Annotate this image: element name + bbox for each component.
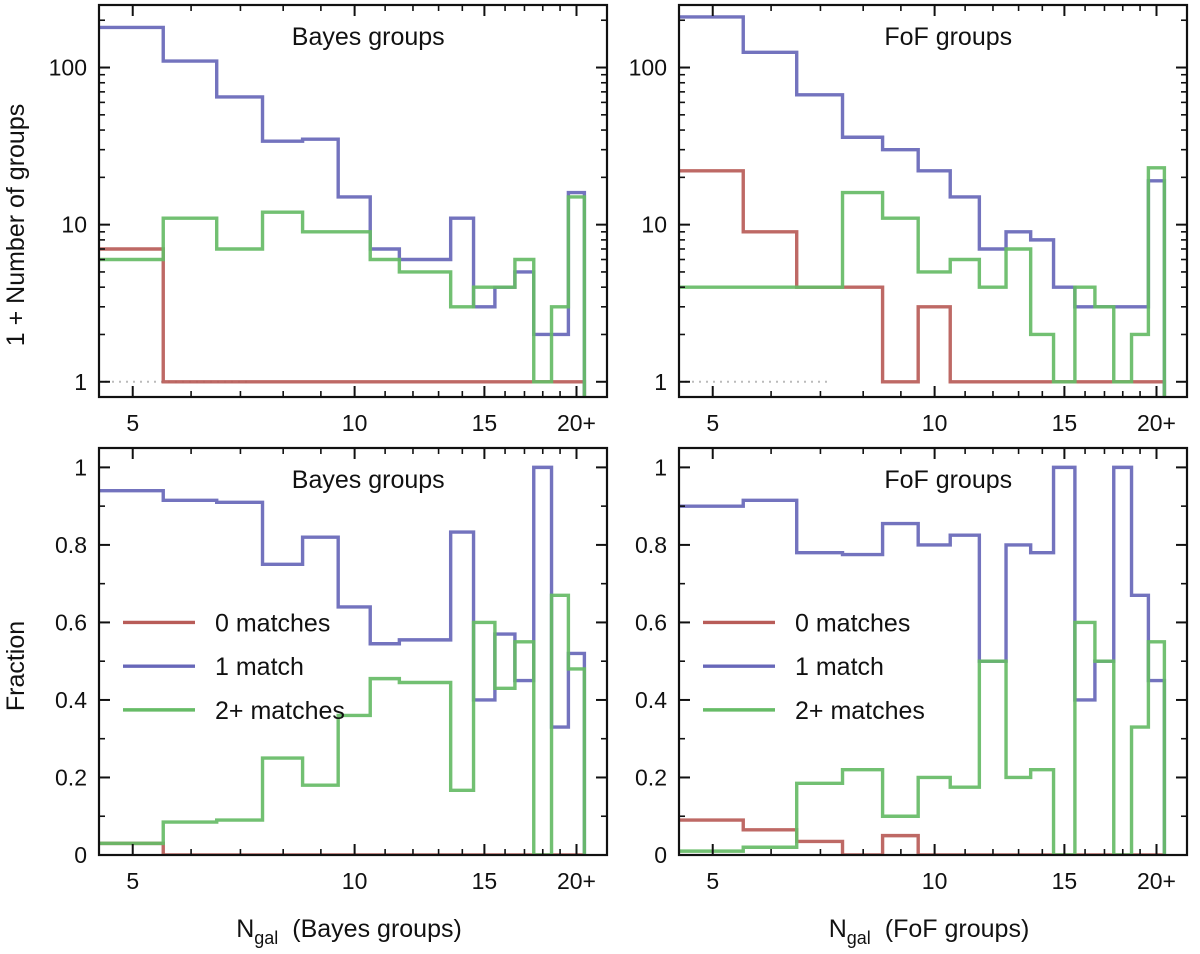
x-tick-label: 5 [706,410,719,436]
x-axis-label: Ngal (FoF groups) [829,915,1030,948]
x-tick-label: 5 [706,868,719,894]
y-tick-label: 100 [49,55,87,81]
x-tick-label: 15 [1052,410,1078,436]
plot-frame [97,3,609,399]
panel-bottom-left: 5 10 15 20+ 0 0.2 0.4 0.6 0.8 1 Bayes groups Ngal (B… [55,446,609,948]
x-tick-label: 10 [342,410,368,436]
series-0-matches [99,247,587,397]
series-2-matches [679,166,1167,397]
legend: 0 matches 1 match 2+ matches [703,609,925,725]
legend-label: 2+ matches [795,697,925,725]
y-tick-label: 0.4 [55,687,87,713]
series-1-match [99,25,587,397]
plot-frame [677,3,1189,399]
x-tick-label: 10 [922,868,948,894]
series-0-matches [679,169,1167,397]
legend-label: 1 match [795,653,884,681]
series-1-match [679,465,1167,855]
panel-top-left: 5 10 15 20+ 1 10 100 Bayes groups [49,3,609,436]
series-1-match [99,465,587,855]
y-tick-label: 1 [654,454,667,480]
x-tick-label: 5 [126,868,139,894]
panel-title: FoF groups [884,466,1012,494]
x-tick-label: 20+ [1137,410,1176,436]
legend-label: 0 matches [795,609,910,637]
x-tick-label: 5 [126,410,139,436]
x-axis-label: Ngal (Bayes groups) [236,915,462,948]
y-tick-label: 0.8 [55,532,87,558]
x-tick-label: 20+ [557,868,596,894]
y-tick-label: 0.8 [635,532,667,558]
legend-label: 0 matches [215,609,330,637]
x-tick-label: 10 [922,410,948,436]
panel-title: Bayes groups [292,23,445,51]
x-tick-label: 20+ [557,410,596,436]
legend-label: 2+ matches [215,697,345,725]
panel-bottom-right: 5 10 15 20+ 0 0.2 0.4 0.6 0.8 1 FoF groups Ngal (FoF… [635,446,1189,948]
series-2-matches [679,620,1167,855]
series-0-matches [99,841,585,855]
plot-frame [97,446,609,857]
y-tick-label: 0.2 [635,764,667,790]
y-tick-label: 100 [629,55,667,81]
plot-frame [677,446,1189,857]
x-tick-label: 15 [472,868,498,894]
legend: 0 matches 1 match 2+ matches [123,609,345,725]
series-2-matches [99,195,587,397]
series-2-matches [99,593,587,855]
y-tick-label: 10 [641,212,667,238]
y-tick-label: 0 [654,842,667,868]
ylabel-counts: 1 + Number of groups [2,104,30,347]
y-tick-label: 1 [74,369,87,395]
ylabel-fraction: Fraction [2,621,30,711]
x-tick-label: 15 [1052,868,1078,894]
y-tick-label: 0.6 [55,609,87,635]
panel-title: Bayes groups [292,466,445,494]
y-tick-label: 0.2 [55,764,87,790]
y-tick-label: 0 [74,842,87,868]
legend-label: 1 match [215,653,304,681]
panel-top-right: 5 10 15 20+ 1 10 100 FoF groups [629,3,1189,436]
y-tick-label: 0.4 [635,687,667,713]
series-1-match [679,15,1167,397]
y-tick-label: 0.6 [635,609,667,635]
x-tick-label: 20+ [1137,868,1176,894]
y-tick-label: 10 [61,212,87,238]
panel-title: FoF groups [884,23,1012,51]
y-tick-label: 1 [74,454,87,480]
x-tick-label: 10 [342,868,368,894]
y-tick-label: 1 [654,369,667,395]
x-tick-label: 15 [472,410,498,436]
series-0-matches [679,818,1165,855]
